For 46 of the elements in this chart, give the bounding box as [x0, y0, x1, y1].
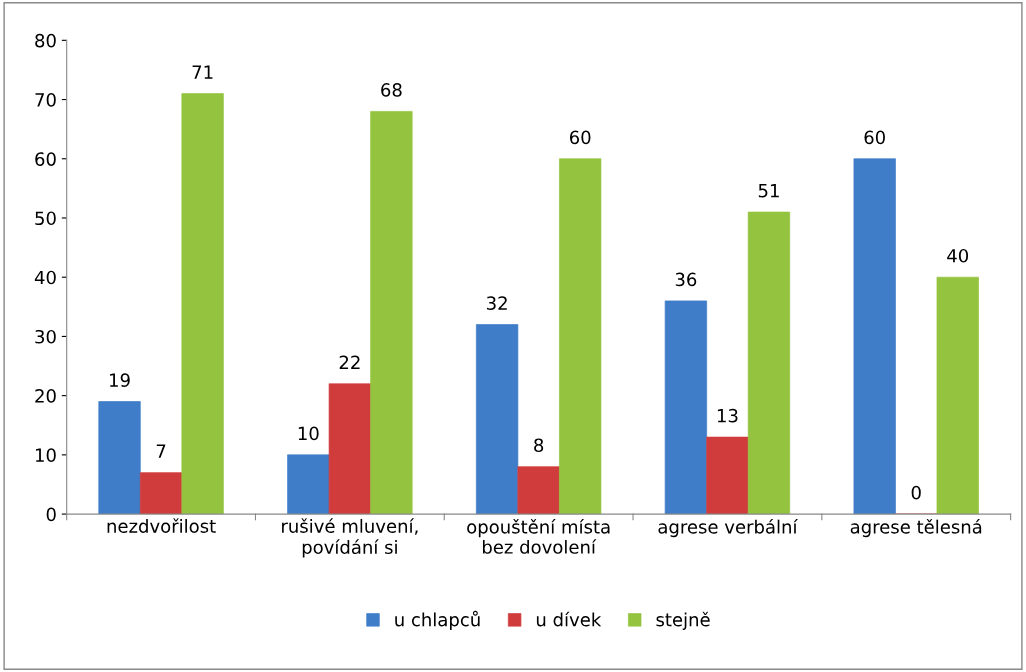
y-tick-label: 20: [35, 389, 56, 403]
bar: [517, 466, 560, 515]
bar: [139, 472, 183, 515]
data-label: 32: [487, 296, 507, 310]
legend-label: stejně: [656, 611, 710, 630]
bar: [853, 158, 896, 515]
legend-label: u dívek: [536, 611, 602, 627]
y-tick-label: 70: [35, 93, 56, 107]
data-label: 13: [717, 408, 738, 423]
bar: [181, 93, 224, 515]
y-tick-label: 10: [35, 448, 56, 462]
y-tick-label: 60: [35, 152, 56, 166]
y-tick-label: 50: [35, 211, 56, 226]
bar: [747, 211, 791, 515]
data-label: 68: [381, 83, 402, 97]
x-tick-label: agrese verbální: [658, 518, 798, 538]
data-label: 7: [156, 444, 166, 458]
data-label: 10: [298, 426, 319, 441]
bar: [706, 436, 749, 515]
legend-label: u chlapců: [395, 610, 480, 630]
data-label: 51: [758, 184, 779, 198]
data-label: 22: [339, 355, 360, 369]
x-tick-label: opouštění místa bez dovolení: [467, 518, 610, 554]
bar: [559, 158, 602, 515]
bar: [936, 276, 979, 515]
bar: [370, 111, 413, 515]
y-tick-label: 30: [35, 329, 56, 344]
bar: [476, 324, 519, 515]
data-label: 60: [569, 130, 591, 145]
data-label: 8: [534, 438, 544, 453]
data-label: 40: [947, 248, 969, 263]
bar: [328, 383, 371, 515]
data-label: 36: [675, 272, 697, 287]
y-tick-label: 0: [46, 507, 56, 522]
y-tick-label: 80: [35, 33, 56, 48]
x-tick-label: agrese tělesná: [850, 518, 982, 538]
data-label: 60: [864, 130, 885, 145]
x-tick-label: nezdvořilost: [107, 518, 216, 533]
bar: [287, 454, 330, 515]
x-tick-label: rušivé mluvení, povídání si: [282, 518, 418, 558]
bar: [664, 300, 708, 515]
data-label: 19: [110, 373, 130, 387]
y-tick-label: 40: [34, 270, 56, 285]
data-label: 71: [192, 65, 213, 79]
bar: [98, 401, 141, 515]
data-label: 0: [911, 485, 921, 500]
